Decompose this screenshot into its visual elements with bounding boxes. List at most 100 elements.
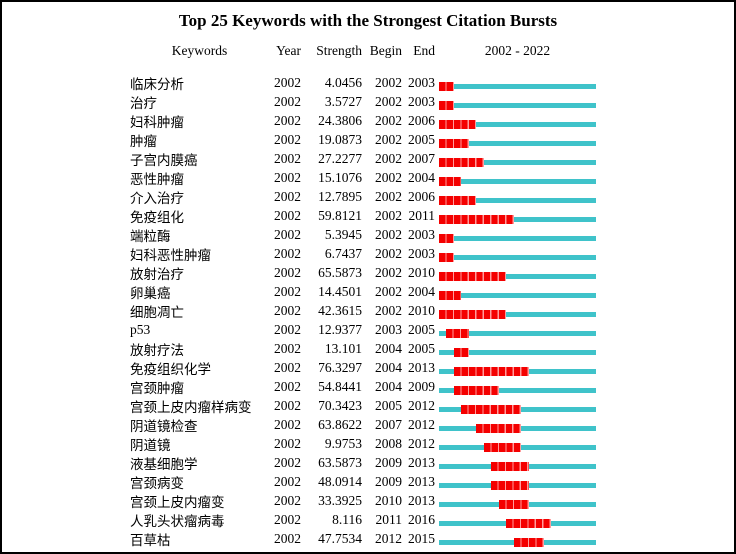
year-cell: 2002 <box>274 492 301 508</box>
timeline-baseline <box>439 160 596 165</box>
keyword-cell: 恶性肿瘤 <box>130 171 184 187</box>
burst-bar <box>491 462 529 471</box>
timeline-cell <box>439 206 596 225</box>
burst-bar <box>439 196 477 205</box>
table-row: 介入治疗 2002 12.7895 2002 2006 <box>2 187 734 206</box>
keyword-cell: 临床分析 <box>130 76 184 92</box>
table-row: 放射疗法 2002 13.101 2004 2005 <box>2 339 734 358</box>
year-cell: 2002 <box>274 283 301 299</box>
year-cell: 2002 <box>274 473 301 489</box>
strength-cell: 48.0914 <box>318 473 362 489</box>
burst-bar <box>439 120 477 129</box>
strength-cell: 42.3615 <box>318 302 362 318</box>
table-row: 免疫组织化学 2002 76.3297 2004 2013 <box>2 358 734 377</box>
timeline-baseline <box>439 84 596 89</box>
table-row: 端粒酶 2002 5.3945 2002 2003 <box>2 225 734 244</box>
keyword-cell: 免疫组织化学 <box>130 361 211 377</box>
timeline-cell <box>439 111 596 130</box>
timeline-baseline <box>439 198 596 203</box>
begin-cell: 2010 <box>375 492 402 508</box>
burst-bar <box>439 139 469 148</box>
table-row: 子宫内膜癌 2002 27.2277 2002 2007 <box>2 149 734 168</box>
table-row: 宫颈上皮内瘤样病变 2002 70.3423 2005 2012 <box>2 396 734 415</box>
column-header-keywords: Keywords <box>171 43 228 58</box>
begin-cell: 2005 <box>375 397 402 413</box>
table-row: 免疫组化 2002 59.8121 2002 2011 <box>2 206 734 225</box>
strength-cell: 9.9753 <box>324 435 362 451</box>
burst-bar <box>446 329 469 338</box>
timeline-cell <box>439 225 596 244</box>
strength-cell: 4.0456 <box>324 74 362 90</box>
timeline-cell <box>439 358 596 377</box>
rows: 临床分析 2002 4.0456 2002 2003 治疗 2002 3.572… <box>2 73 734 548</box>
timeline-cell <box>439 320 596 339</box>
keyword-cell: 肿瘤 <box>130 133 157 149</box>
keyword-cell: 宫颈病变 <box>130 475 184 491</box>
strength-cell: 63.8622 <box>318 416 362 432</box>
burst-bar <box>513 538 544 547</box>
timeline-cell <box>439 73 596 92</box>
timeline-cell <box>439 130 596 149</box>
column-header-begin: Begin <box>369 43 402 58</box>
end-cell: 2005 <box>408 340 435 356</box>
burst-bar <box>439 158 484 167</box>
timeline-baseline <box>439 255 596 260</box>
end-cell: 2013 <box>408 454 435 470</box>
begin-cell: 2008 <box>375 435 402 451</box>
keyword-cell: 百草枯 <box>130 532 171 548</box>
burst-bar <box>439 272 507 281</box>
burst-bar <box>439 82 454 91</box>
burst-bar <box>439 310 507 319</box>
strength-cell: 12.9377 <box>318 321 362 337</box>
burst-bar <box>439 234 454 243</box>
keyword-cell: 阴道镜检查 <box>130 418 198 434</box>
table-row: 阴道镜检查 2002 63.8622 2007 2012 <box>2 415 734 434</box>
burst-bar <box>439 215 514 224</box>
column-header-strength: Strength <box>316 43 362 58</box>
timeline-cell <box>439 282 596 301</box>
strength-cell: 63.5873 <box>318 454 362 470</box>
keyword-cell: 阴道镜 <box>130 437 171 453</box>
timeline-baseline <box>439 312 596 317</box>
keyword-cell: 妇科恶性肿瘤 <box>130 247 211 263</box>
keyword-cell: 人乳头状瘤病毒 <box>130 513 225 529</box>
keyword-cell: 液基细胞学 <box>130 456 198 472</box>
strength-cell: 13.101 <box>324 340 362 356</box>
keyword-cell: 宫颈上皮内瘤变 <box>130 494 225 510</box>
timeline-cell <box>439 263 596 282</box>
table-row: 治疗 2002 3.5727 2002 2003 <box>2 92 734 111</box>
table-row: 恶性肿瘤 2002 15.1076 2002 2004 <box>2 168 734 187</box>
begin-cell: 2002 <box>375 150 402 166</box>
begin-cell: 2004 <box>375 378 402 394</box>
table-row: 放射治疗 2002 65.5873 2002 2010 <box>2 263 734 282</box>
keyword-cell: 介入治疗 <box>130 190 184 206</box>
timeline-cell <box>439 244 596 263</box>
timeline-baseline <box>439 388 596 393</box>
year-cell: 2002 <box>274 188 301 204</box>
timeline-baseline <box>439 274 596 279</box>
burst-bar <box>453 386 499 395</box>
timeline-baseline <box>439 331 596 336</box>
year-cell: 2002 <box>274 302 301 318</box>
burst-bar <box>461 405 522 414</box>
begin-cell: 2009 <box>375 454 402 470</box>
burst-bar <box>453 348 469 357</box>
keyword-cell: 放射治疗 <box>130 266 184 282</box>
strength-cell: 12.7895 <box>318 188 362 204</box>
begin-cell: 2012 <box>375 530 402 546</box>
end-cell: 2007 <box>408 150 435 166</box>
keyword-cell: 治疗 <box>130 95 157 111</box>
table-row: 百草枯 2002 47.7534 2012 2015 <box>2 529 734 548</box>
begin-cell: 2009 <box>375 473 402 489</box>
year-cell: 2002 <box>274 264 301 280</box>
strength-cell: 70.3423 <box>318 397 362 413</box>
year-cell: 2002 <box>274 435 301 451</box>
year-cell: 2002 <box>274 416 301 432</box>
year-cell: 2002 <box>274 530 301 546</box>
timeline-cell <box>439 377 596 396</box>
end-cell: 2013 <box>408 359 435 375</box>
timeline-cell <box>439 301 596 320</box>
year-cell: 2002 <box>274 207 301 223</box>
table-row: 卵巢癌 2002 14.4501 2002 2004 <box>2 282 734 301</box>
